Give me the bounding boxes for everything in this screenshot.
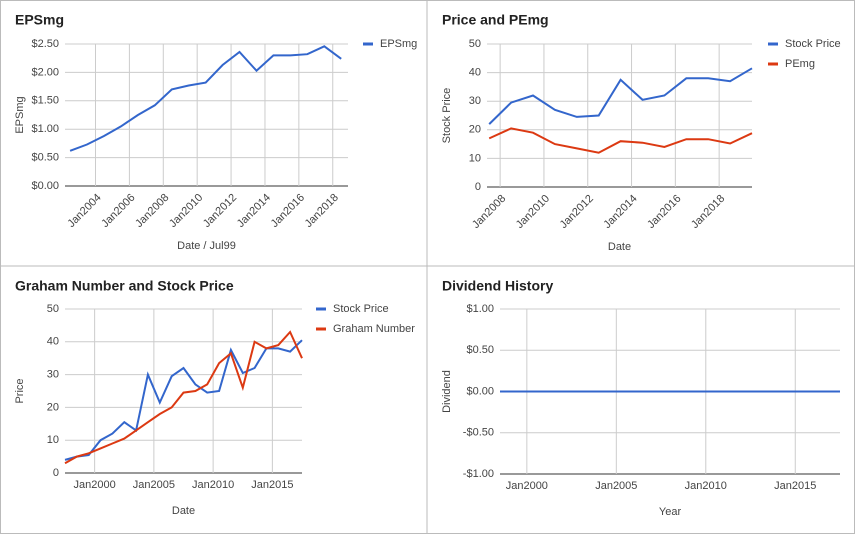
x-tick-label: Jan2000 (74, 479, 116, 491)
y-axis-label: Dividend (441, 370, 453, 413)
x-tick-label: Jan2015 (774, 480, 816, 492)
y-tick-label: $0.00 (466, 385, 494, 397)
x-tick-label: Jan2014 (235, 192, 273, 230)
x-tick-label: Jan2008 (133, 192, 171, 230)
y-tick-label: 10 (47, 434, 59, 446)
x-tick-label: Jan2010 (167, 192, 205, 230)
x-tick-label: Jan2014 (601, 193, 639, 231)
series-line (69, 45, 342, 152)
y-tick-label: -$1.00 (463, 468, 494, 480)
x-tick-label: Jan2016 (645, 193, 683, 231)
x-tick-label: Jan2000 (506, 480, 548, 492)
x-tick-label: Jan2010 (514, 193, 552, 231)
x-tick-label: Jan2005 (133, 479, 175, 491)
chart-title: Dividend History (442, 278, 553, 294)
y-tick-label: 40 (47, 336, 59, 348)
y-tick-label: 10 (469, 152, 481, 164)
x-tick-label: Jan2012 (558, 193, 596, 231)
y-tick-label: $2.50 (31, 38, 59, 50)
x-axis-label: Date (172, 505, 195, 517)
x-tick-label: Jan2010 (192, 479, 234, 491)
y-axis-label: Stock Price (441, 88, 453, 144)
legend-label: Stock Price (333, 303, 389, 315)
series-line (64, 339, 303, 461)
y-tick-label: 50 (469, 38, 481, 50)
y-tick-label: 30 (47, 369, 59, 381)
y-tick-label: $1.00 (466, 303, 494, 315)
y-tick-label: 20 (47, 401, 59, 413)
x-tick-label: Jan2018 (689, 193, 727, 231)
y-tick-label: 20 (469, 124, 481, 136)
x-tick-label: Jan2004 (65, 192, 103, 230)
chart-title: EPSmg (15, 12, 64, 28)
y-tick-label: $2.00 (31, 66, 59, 78)
x-tick-label: Jan2006 (99, 192, 137, 230)
y-tick-label: $0.00 (31, 180, 59, 192)
x-axis-label: Year (659, 506, 682, 518)
x-tick-label: Jan2005 (595, 480, 637, 492)
x-axis-label: Date (608, 241, 631, 253)
y-axis-label: EPSmg (14, 96, 26, 133)
series-line (488, 67, 753, 125)
y-tick-label: 50 (47, 303, 59, 315)
x-tick-label: Jan2010 (685, 480, 727, 492)
y-tick-label: 40 (469, 67, 481, 79)
legend-label: Graham Number (333, 323, 415, 335)
y-tick-label: 0 (475, 181, 481, 193)
series-line (64, 330, 303, 465)
x-tick-label: Jan2015 (251, 479, 293, 491)
x-tick-label: Jan2008 (470, 193, 508, 231)
y-tick-label: 0 (53, 467, 59, 479)
y-tick-label: $0.50 (31, 152, 59, 164)
y-tick-label: -$0.50 (463, 427, 494, 439)
series-line (488, 127, 753, 154)
x-axis-label: Date / Jul99 (177, 240, 236, 252)
y-tick-label: $0.50 (466, 344, 494, 356)
x-tick-label: Jan2018 (303, 192, 341, 230)
y-axis-label: Price (14, 378, 26, 403)
y-tick-label: $1.00 (31, 123, 59, 135)
chart-title: Price and PEmg (442, 12, 549, 28)
legend-label: PEmg (785, 58, 815, 70)
y-tick-label: $1.50 (31, 95, 59, 107)
y-tick-label: 30 (469, 95, 481, 107)
x-tick-label: Jan2012 (201, 192, 239, 230)
chart-title: Graham Number and Stock Price (15, 278, 234, 294)
x-tick-label: Jan2016 (269, 192, 307, 230)
legend-label: EPSmg (380, 38, 417, 50)
legend-label: Stock Price (785, 38, 841, 50)
